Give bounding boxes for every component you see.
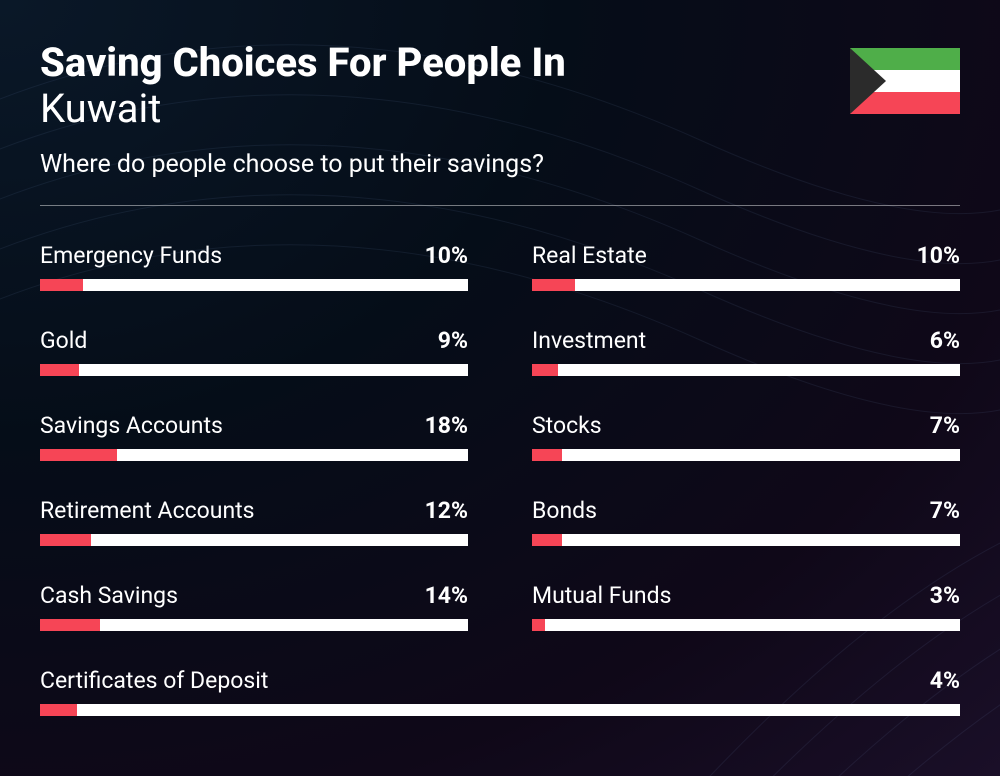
bar-track bbox=[40, 364, 468, 376]
bar-item: Gold 9% bbox=[40, 327, 468, 376]
bar-track bbox=[532, 449, 960, 461]
title-block: Saving Choices For People In Kuwait Wher… bbox=[40, 42, 850, 179]
bar-fill bbox=[532, 619, 545, 631]
bar-value: 6% bbox=[930, 327, 960, 354]
main-title: Saving Choices For People In bbox=[40, 42, 850, 84]
bar-label: Stocks bbox=[532, 412, 602, 439]
bar-track bbox=[40, 279, 468, 291]
bar-fill bbox=[40, 619, 100, 631]
kuwait-flag-icon bbox=[850, 48, 960, 114]
bar-value: 10% bbox=[425, 242, 468, 269]
bar-item: Stocks 7% bbox=[532, 412, 960, 461]
bar-track bbox=[532, 279, 960, 291]
bar-value: 4% bbox=[930, 667, 960, 694]
bar-value: 7% bbox=[930, 497, 960, 524]
bar-value: 3% bbox=[930, 582, 960, 609]
bar-track bbox=[40, 704, 960, 716]
chart-grid: Emergency Funds 10% Real Estate 10% Gold 9% In… bbox=[40, 242, 960, 716]
bar-label: Mutual Funds bbox=[532, 582, 671, 609]
bar-label: Certificates of Deposit bbox=[40, 667, 268, 694]
bar-item: Savings Accounts 18% bbox=[40, 412, 468, 461]
subtitle-question: Where do people choose to put their savi… bbox=[40, 150, 850, 179]
bar-fill bbox=[40, 704, 77, 716]
bar-value: 12% bbox=[425, 497, 468, 524]
bar-fill bbox=[40, 279, 83, 291]
bar-value: 18% bbox=[425, 412, 468, 439]
bar-track bbox=[532, 534, 960, 546]
country-title: Kuwait bbox=[40, 86, 850, 132]
bar-value: 14% bbox=[425, 582, 468, 609]
bar-item: Certificates of Deposit 4% bbox=[40, 667, 960, 716]
bar-fill bbox=[40, 534, 91, 546]
bar-track bbox=[40, 449, 468, 461]
bar-label: Cash Savings bbox=[40, 582, 178, 609]
bar-label: Gold bbox=[40, 327, 87, 354]
bar-label: Emergency Funds bbox=[40, 242, 222, 269]
bar-item: Emergency Funds 10% bbox=[40, 242, 468, 291]
bar-fill bbox=[40, 449, 117, 461]
bar-label: Bonds bbox=[532, 497, 597, 524]
bar-item: Bonds 7% bbox=[532, 497, 960, 546]
bar-label: Retirement Accounts bbox=[40, 497, 255, 524]
bar-item: Mutual Funds 3% bbox=[532, 582, 960, 631]
bar-track bbox=[532, 364, 960, 376]
bar-value: 9% bbox=[438, 327, 468, 354]
bar-value: 10% bbox=[917, 242, 960, 269]
bar-value: 7% bbox=[930, 412, 960, 439]
bar-label: Savings Accounts bbox=[40, 412, 223, 439]
bar-item: Cash Savings 14% bbox=[40, 582, 468, 631]
bar-track bbox=[40, 534, 468, 546]
bar-track bbox=[532, 619, 960, 631]
bar-item: Real Estate 10% bbox=[532, 242, 960, 291]
bar-track bbox=[40, 619, 468, 631]
header-divider bbox=[40, 205, 960, 206]
bar-label: Real Estate bbox=[532, 242, 647, 269]
bar-item: Investment 6% bbox=[532, 327, 960, 376]
bar-fill bbox=[532, 364, 558, 376]
bar-fill bbox=[532, 279, 575, 291]
bar-label: Investment bbox=[532, 327, 646, 354]
bar-fill bbox=[532, 534, 562, 546]
bar-item: Retirement Accounts 12% bbox=[40, 497, 468, 546]
bar-fill bbox=[532, 449, 562, 461]
bar-fill bbox=[40, 364, 79, 376]
